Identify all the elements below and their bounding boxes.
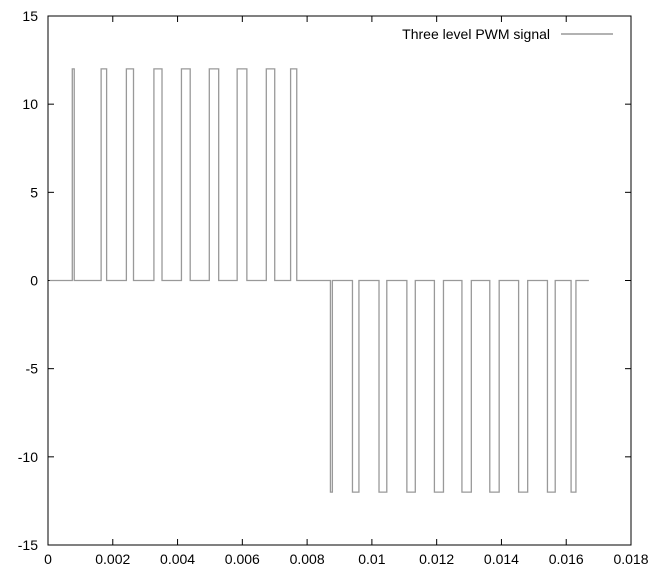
y-tick-label: -15 (18, 537, 38, 553)
x-tick-label: 0.006 (225, 551, 260, 567)
series-line (49, 68, 589, 493)
x-tick-label: 0.016 (549, 551, 584, 567)
y-tick-label: -10 (18, 449, 38, 465)
plot-frame (47, 15, 632, 546)
y-axis-ticks: 15 10 5 0 -5 -10 -15 (18, 8, 631, 553)
x-tick-label: 0.004 (160, 551, 195, 567)
x-axis-ticks: 0 0.002 0.004 0.006 0.008 0.01 0.012 0.014 0.016… (44, 16, 649, 567)
series-group (49, 68, 589, 493)
legend-label: Three level PWM signal (402, 26, 550, 42)
x-tick-label: 0.002 (95, 551, 130, 567)
y-tick-label: 15 (22, 8, 38, 24)
y-tick-label: -5 (26, 361, 39, 377)
x-tick-label: 0.01 (358, 551, 385, 567)
y-tick-label: 10 (22, 96, 38, 112)
y-tick-label: 5 (30, 184, 38, 200)
x-tick-label: 0.008 (290, 551, 325, 567)
y-tick-label: 0 (30, 273, 38, 289)
x-tick-label: 0.012 (419, 551, 454, 567)
x-tick-label: 0.014 (484, 551, 519, 567)
x-tick-label: 0.018 (613, 551, 648, 567)
legend: Three level PWM signal (402, 26, 613, 42)
x-tick-label: 0 (44, 551, 52, 567)
